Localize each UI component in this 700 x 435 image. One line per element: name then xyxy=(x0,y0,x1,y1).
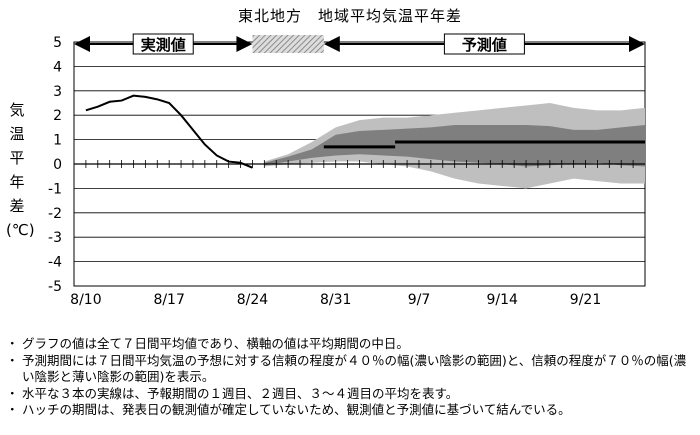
inner-confidence-band xyxy=(264,124,645,167)
y-tick-label: 3 xyxy=(53,84,62,100)
arrow-head-left xyxy=(74,36,90,52)
note-item: 水平な３本の実線は、予報期間の１週目、２週目、３～４週目の平均を表す。 xyxy=(6,386,695,403)
observed-line xyxy=(85,94,253,169)
x-tick-label: 9/7 xyxy=(408,292,431,308)
notes-list: グラフの値は全て７日間平均値であり、横軸の値は平均期間の中日。 予測期間には７日… xyxy=(6,336,695,419)
observed-label: 実測値 xyxy=(141,36,186,54)
y-tick-label: 5 xyxy=(53,35,62,51)
forecast-label-box xyxy=(443,33,525,55)
y-tick-label: -3 xyxy=(48,230,62,246)
note-item: グラフの値は全て７日間平均値であり、横軸の値は平均期間の中日。 xyxy=(6,336,695,353)
observed-label-box xyxy=(132,33,194,55)
x-tick-label: 9/21 xyxy=(570,292,601,308)
hatch-period xyxy=(252,35,324,53)
chart-title: 東北地方 地域平均気温平年差 xyxy=(237,7,462,25)
x-tick-label: 9/14 xyxy=(487,292,519,308)
y-tick-label: 2 xyxy=(53,108,62,124)
x-tick-label: 8/31 xyxy=(320,292,351,308)
x-tick-label: 8/24 xyxy=(237,292,269,308)
note-item: 予測期間には７日間平均気温の予想に対する信頼の程度が４０％の幅(濃い陰影の範囲)… xyxy=(6,353,695,386)
chart-area: 5 4 3 2 1 0 -1 -2 -3 -4 -5 8/10 8/17 8/24 8/31 9/7 9/14 9… xyxy=(48,33,646,308)
y-tick-label: -2 xyxy=(48,206,62,222)
x-tick-label: 8/10 xyxy=(70,292,101,308)
y-tick-label: -4 xyxy=(48,255,62,271)
note-item: ハッチの期間は、発表日の観測値が確定していないため、観測値と予測値に基づいて結ん… xyxy=(6,402,695,419)
arrow-head-left xyxy=(323,36,340,52)
y-tick-label: 4 xyxy=(53,59,62,75)
forecast-label: 予測値 xyxy=(462,36,507,54)
y-axis-label: 気温平年差(℃) xyxy=(6,101,35,239)
y-tick-label: 0 xyxy=(53,157,62,173)
x-tick-label: 8/17 xyxy=(153,292,184,308)
arrow-head-right xyxy=(236,36,253,52)
y-tick-label: -5 xyxy=(48,279,62,295)
arrow-head-right xyxy=(629,36,645,52)
y-tick-label: 1 xyxy=(53,133,62,149)
y-tick-label: -1 xyxy=(48,181,62,197)
